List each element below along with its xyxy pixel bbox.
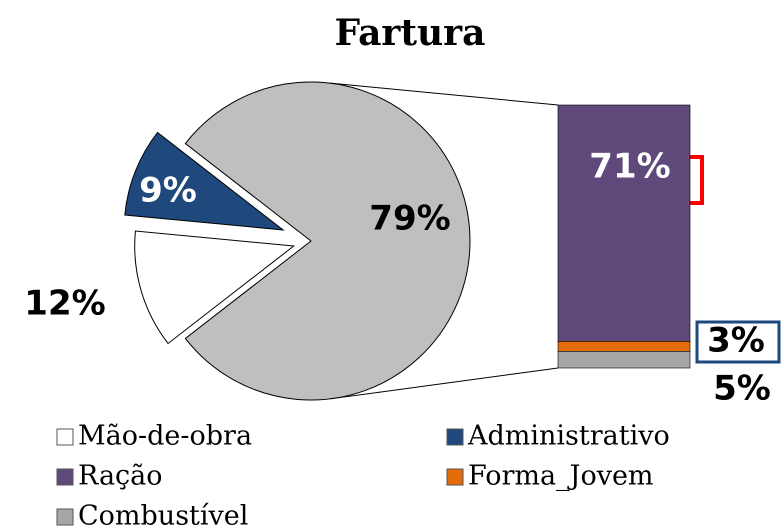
pie-slice: [184, 81, 471, 401]
legend-label: Combustível: [78, 501, 248, 532]
legend-label: Forma_Jovem: [468, 461, 654, 492]
legend-label: Ração: [78, 461, 163, 492]
data-label: 3%: [707, 321, 765, 361]
data-label: 79%: [369, 199, 450, 239]
bar-segment: [557, 351, 691, 369]
data-label: 9%: [139, 171, 197, 211]
chart-title: Fartura: [335, 12, 486, 54]
data-label: 12%: [24, 284, 105, 324]
pie-slice: [124, 131, 285, 231]
connector: [330, 367, 559, 400]
legend-swatch: [446, 468, 464, 486]
legend-swatch: [446, 428, 464, 446]
legend-swatch: [56, 468, 74, 486]
data-label: 5%: [713, 369, 771, 409]
legend-label: Administrativo: [467, 421, 670, 452]
bar-segment: [557, 104, 691, 342]
pie-slice: [134, 230, 296, 345]
legend-swatch: [56, 508, 74, 526]
data-label: 71%: [589, 147, 670, 187]
highlight-box: [695, 320, 781, 364]
legend-swatch: [56, 428, 74, 446]
bar-segment: [557, 341, 691, 352]
legend-label: Mão-de-obra: [78, 421, 252, 452]
connector: [330, 82, 559, 106]
